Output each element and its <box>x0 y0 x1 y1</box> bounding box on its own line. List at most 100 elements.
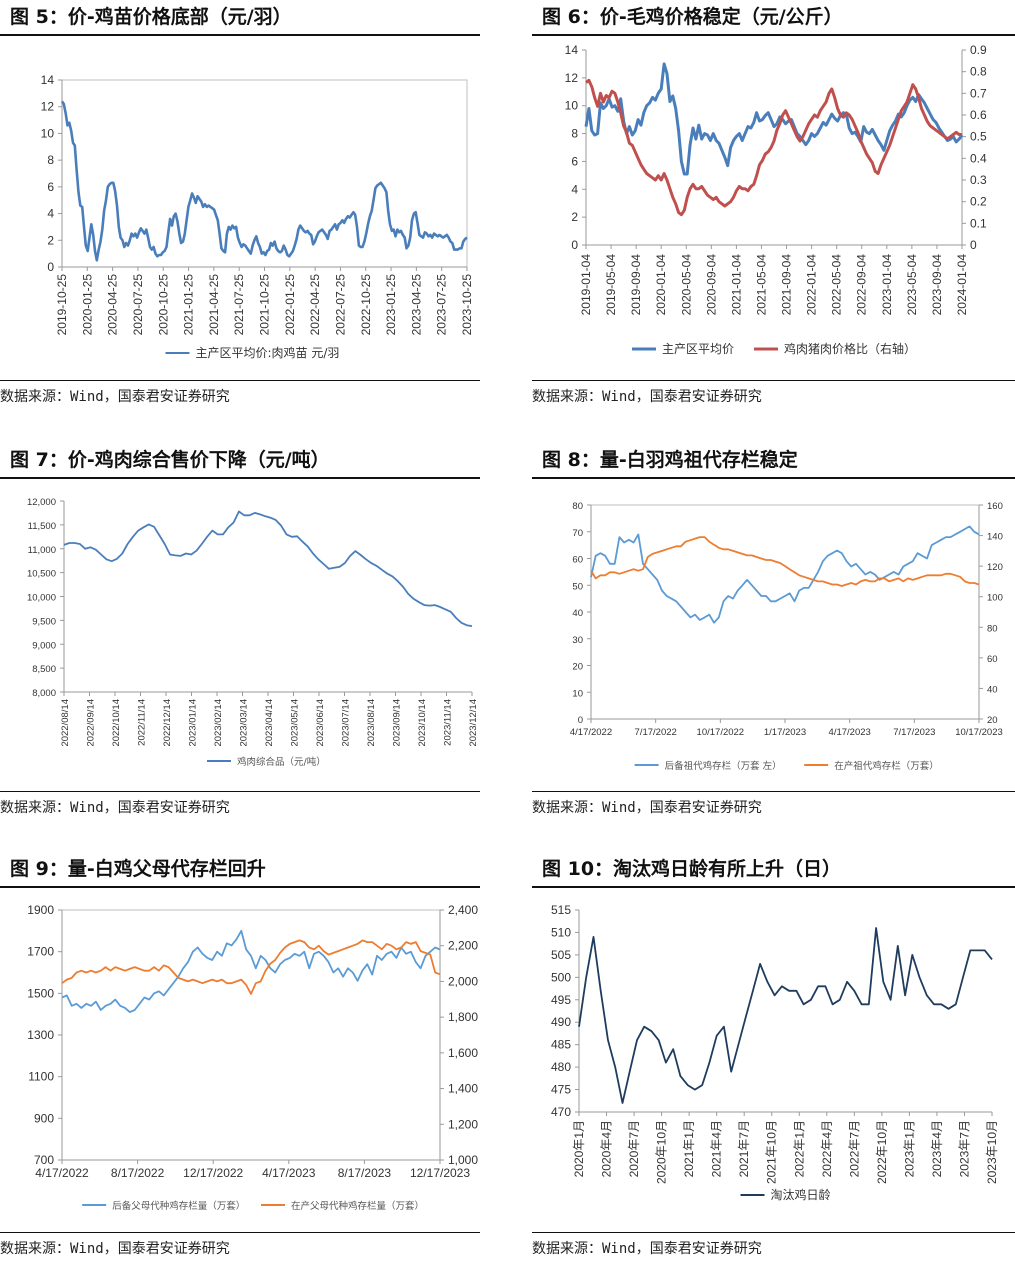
y-tick-label: 470 <box>551 1105 571 1119</box>
x-tick-label: 2022-01-04 <box>805 254 819 316</box>
x-tick-label: 2022年10月 <box>875 1120 889 1184</box>
y2-tick-label: 2,400 <box>448 903 478 917</box>
source-divider <box>0 791 480 792</box>
y2-tick-label: 1,600 <box>448 1046 478 1060</box>
x-tick-label: 2020-01-04 <box>654 254 668 316</box>
legend-label: 在产祖代鸡存栏（万套） <box>834 760 939 772</box>
y-tick-label: 12 <box>565 71 579 85</box>
title-underline <box>532 886 1015 888</box>
x-tick-label: 2022年1月 <box>792 1120 806 1177</box>
y2-tick-label: 0.7 <box>970 86 987 100</box>
y2-tick-label: 2,200 <box>448 939 478 953</box>
x-tick-label: 2021-07-25 <box>232 274 246 336</box>
series-line <box>61 939 441 995</box>
legend-label: 后备祖代鸡存栏（万套 左） <box>665 760 782 772</box>
x-tick-label: 2023/10/14 <box>417 699 428 747</box>
legend-label: 鸡肉猪肉价格比（右轴） <box>784 341 916 356</box>
x-tick-label: 2021-01-04 <box>729 254 743 316</box>
chart-title: 图 7：价-鸡肉综合售价下降（元/吨） <box>10 449 330 471</box>
y-tick-label: 6 <box>47 180 54 194</box>
x-tick-label: 7/17/2023 <box>893 727 935 738</box>
x-tick-label: 2023年7月 <box>957 1120 971 1177</box>
series-line <box>578 927 993 1104</box>
series-line <box>60 100 468 262</box>
y-tick-label: 4 <box>47 207 54 221</box>
y-tick-label: 10 <box>41 126 55 140</box>
title-underline <box>0 886 480 888</box>
x-tick-label: 2021-10-25 <box>258 274 272 336</box>
legend-label: 主产区平均价 <box>662 342 734 356</box>
x-tick-label: 2022-10-25 <box>359 274 373 336</box>
x-tick-label: 2020年10月 <box>655 1120 669 1184</box>
x-tick-label: 2019-01-04 <box>579 254 593 316</box>
chart-panel-10: 图 10：淘汰鸡日龄有所上升（日） 470 475 480 485 490 495 500 5… <box>532 852 1015 1264</box>
x-tick-label: 2020-05-04 <box>679 254 693 316</box>
chart-panel-8: 图 8：量-白羽鸡祖代存栏稳定 0 10 20 30 40 50 60 70 80 20 40 60 8… <box>532 443 1015 823</box>
y-tick-label: 10 <box>565 99 579 113</box>
series-line <box>590 525 980 624</box>
x-tick-label: 2023-04-25 <box>409 274 423 336</box>
series-line <box>590 536 980 587</box>
y2-tick-label: 0.9 <box>970 43 987 57</box>
source-divider <box>0 1232 480 1233</box>
x-tick-label: 2021年4月 <box>710 1120 724 1177</box>
x-tick-label: 2020年4月 <box>600 1120 614 1177</box>
x-tick-label: 2023/05/14 <box>290 699 301 747</box>
title-underline <box>532 34 1015 36</box>
y-tick-label: 0 <box>578 715 583 726</box>
y-tick-label: 0 <box>47 260 54 274</box>
x-tick-label: 2022/12/14 <box>162 699 173 747</box>
legend: 淘汰鸡日龄 <box>740 1187 831 1202</box>
y-tick-label: 1500 <box>27 986 54 1000</box>
x-tick-label: 2023/08/14 <box>366 699 377 747</box>
x-tick-label: 2022年4月 <box>820 1120 834 1177</box>
source-divider <box>532 380 1015 381</box>
y-tick-label: 60 <box>572 555 583 566</box>
source-divider <box>532 791 1015 792</box>
x-tick-label: 2023-07-25 <box>435 274 449 336</box>
chart-8-plot: 0 10 20 30 40 50 60 70 80 20 40 60 80 100 120 140 160 4/1… <box>570 501 1003 772</box>
x-tick-label: 2023/12/14 <box>468 699 479 747</box>
x-tick-label: 4/17/2022 <box>35 1166 89 1180</box>
plot-area: 700 900 1100 1300 1500 1700 1900 1,000 1,200 1,40… <box>27 903 478 1180</box>
y2-tick-label: 100 <box>987 593 1003 604</box>
series-line <box>584 62 964 176</box>
y-tick-label: 8 <box>571 127 578 141</box>
y-tick-label: 0 <box>571 238 578 252</box>
y-tick-label: 1700 <box>27 945 54 959</box>
y-tick-label: 70 <box>572 528 583 539</box>
title-underline <box>0 477 480 479</box>
chart-title: 图 9：量-白鸡父母代存栏回升 <box>10 858 266 880</box>
legend: 主产区平均价:肉鸡苗 元/羽 <box>165 345 339 360</box>
x-tick-label: 2023-01-04 <box>880 254 894 316</box>
legend: 主产区平均价 鸡肉猪肉价格比（右轴） <box>632 341 916 356</box>
x-tick-label: 2022/10/14 <box>111 699 122 747</box>
source-note: 数据来源：Wind，国泰君安证券研究 <box>532 800 762 816</box>
y-tick-label: 495 <box>551 993 571 1007</box>
x-tick-label: 2023年10月 <box>985 1120 999 1184</box>
y-tick-label: 8,500 <box>32 664 56 675</box>
y2-tick-label: 160 <box>987 501 1003 512</box>
x-tick-label: 4/17/2023 <box>262 1166 316 1180</box>
x-tick-label: 2023/06/14 <box>315 699 326 747</box>
x-tick-label: 2023/03/14 <box>239 699 250 747</box>
x-tick-label: 2020年7月 <box>627 1120 641 1177</box>
y-tick-label: 14 <box>565 43 579 57</box>
legend: 鸡肉综合品（元/吨） <box>207 756 326 768</box>
chart-title: 图 8：量-白羽鸡祖代存栏稳定 <box>542 449 798 471</box>
x-tick-label: 10/17/2023 <box>955 727 1003 738</box>
x-tick-label: 2023年1月 <box>902 1120 916 1177</box>
source-note: 数据来源：Wind，国泰君安证券研究 <box>0 389 230 405</box>
y-tick-label: 11,500 <box>28 521 56 532</box>
y2-tick-label: 20 <box>987 715 998 726</box>
y-tick-label: 10,000 <box>27 593 56 604</box>
x-tick-label: 2023年4月 <box>930 1120 944 1177</box>
x-tick-label: 2022/08/14 <box>60 699 71 747</box>
y2-tick-label: 1,000 <box>448 1153 478 1167</box>
y-tick-label: 1100 <box>28 1070 54 1084</box>
legend-label: 鸡肉综合品（元/吨） <box>237 756 326 768</box>
x-tick-label: 2022-05-04 <box>830 254 844 316</box>
title-underline <box>0 34 480 36</box>
legend-label: 在产父母代种鸡存栏量（万套） <box>291 1200 424 1212</box>
x-tick-label: 2021-01-25 <box>182 274 196 336</box>
